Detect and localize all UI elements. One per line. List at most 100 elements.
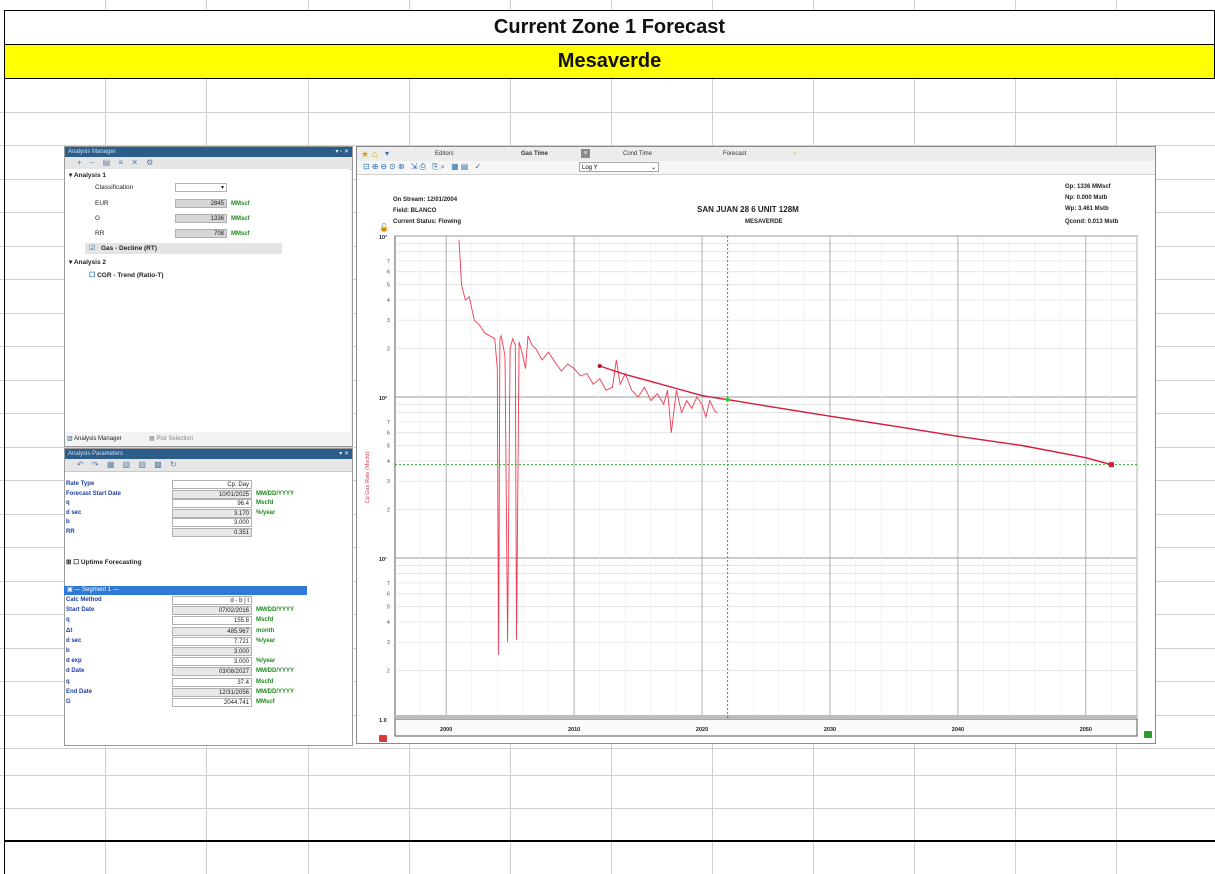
param-value[interactable]: 485.967 (172, 626, 252, 636)
panel-controls-icon[interactable]: ▾ ✕ (339, 451, 349, 457)
sheet-border (4, 79, 1215, 874)
analysis-parameters-toolbar[interactable]: ↶ ↷ ▦ ▧ ▨ ▩ ↻ (65, 459, 352, 472)
param-value[interactable]: 2044.741 (172, 698, 252, 707)
forecast-end-point (1108, 462, 1114, 468)
segment-header[interactable]: ▣ — Segment 1 — (64, 586, 307, 595)
panel-controls-icon[interactable]: ▾ ▫ ✕ (335, 149, 350, 155)
param-label: q (66, 617, 70, 624)
y-axis-label: Cp Gas Rate (Mscfd) (365, 452, 371, 504)
param-value[interactable]: 155.8 (172, 616, 252, 626)
param-value[interactable]: 07/02/2016 (172, 606, 252, 616)
tab-editors[interactable]: Editors (435, 151, 454, 157)
checkbox-checked-icon[interactable]: ☑ (89, 245, 96, 252)
param-unit: Mscfd (256, 617, 274, 624)
param-value[interactable]: 03/08/2027 (172, 667, 252, 677)
y-minor-tick-label: 5 (387, 604, 390, 610)
eur-unit: MMscf (231, 201, 250, 207)
y-minor-tick-label: 3 (387, 318, 390, 324)
chevron-down-icon[interactable]: ▾ (385, 149, 390, 158)
param-unit: MMscf (256, 699, 275, 705)
param-label: q (66, 500, 70, 506)
param-unit: MM/DD/YYYY (256, 607, 295, 614)
param-value[interactable]: 96.4 (172, 499, 252, 508)
param-value[interactable]: d - b | t (172, 596, 252, 605)
y-minor-tick-label: 6 (387, 270, 390, 276)
y-minor-tick-label: 4 (387, 620, 390, 626)
param-label: Forecast Start Date (66, 490, 122, 497)
close-tab-icon[interactable]: × (581, 149, 590, 158)
x-tick-label: 2050 (1080, 727, 1092, 733)
y-minor-tick-label: 6 (387, 431, 390, 437)
classification-select[interactable]: ▾ (175, 183, 227, 192)
lock-icon[interactable] (379, 735, 387, 742)
zoom-tools-icon[interactable]: ⊡⊕⊖⊙⊗ ⇲⎙ ⎘⌕ ▦▤ ✓ (363, 162, 484, 171)
grid-row-line (0, 145, 1215, 146)
cgr-label: CGR - Trend (Ratio-T) (97, 272, 164, 279)
x-axis-scrollbar (395, 715, 1137, 719)
production-chart[interactable]: 2 3 4 5 6 7 2 3 4 5 6 7 2 3 4 5 6 7 10³ 10² 10¹ 1.0 2000 2010 20… (357, 147, 1155, 745)
param-value[interactable]: 10/01/2025 (172, 489, 252, 499)
tab-forecast[interactable]: Forecast (723, 151, 747, 157)
grid-row-line (0, 808, 1215, 809)
y-minor-tick-label: 4 (387, 298, 390, 304)
plot-selection-tab-icon: ▦ (149, 436, 155, 442)
y-minor-tick-label: 7 (387, 420, 390, 426)
tab-cond-time[interactable]: Cond Time (623, 151, 653, 157)
checkbox-empty-icon[interactable]: ⊞ ☐ (66, 559, 80, 566)
checkbox-empty-icon[interactable]: ☐ (89, 272, 96, 279)
gas-decline-label: Gas - Decline (RT) (101, 245, 157, 252)
y-minor-tick-label: 2 (387, 669, 390, 675)
star-icon[interactable]: ★ (361, 149, 370, 159)
grid-row-line (0, 775, 1215, 776)
uptime-forecasting-row[interactable]: ⊞ ☐ Uptime Forecasting (66, 558, 142, 566)
cgr-row[interactable]: ☐ CGR - Trend (Ratio-T) (89, 271, 164, 279)
tab-analysis-manager[interactable]: ▥ Analysis Manager (67, 433, 122, 445)
param-value[interactable]: 7.721 (172, 636, 252, 646)
dropdown-arrow-icon: ▾ (220, 185, 224, 191)
param-value[interactable]: 3.170 (172, 508, 252, 518)
param-label: b (66, 648, 70, 654)
y-minor-tick-label: 2 (387, 347, 390, 353)
tab-plot-selection[interactable]: ▦ Plot Selection (149, 433, 193, 445)
home-icon[interactable]: ⌂ (372, 149, 378, 159)
param-value[interactable]: 37.4 (172, 677, 252, 687)
param-value[interactable]: 12/31/2056 (172, 687, 252, 697)
lock-open-icon[interactable] (1144, 731, 1152, 738)
forecast-series (599, 365, 1112, 466)
x-tick-label: 2010 (568, 727, 580, 733)
y-tick-label: 10³ (379, 234, 387, 241)
analysis2-node[interactable]: ▾ Analysis 2 (69, 259, 106, 266)
x-axis-band (394, 718, 1138, 737)
tab-gas-time[interactable]: Gas Time (521, 151, 548, 157)
eur-value: 2845 (175, 199, 227, 208)
analysis-manager-panel: Analysis Manager ▾ ▫ ✕ + – ▤ ≡ ✕ ⚙ ▾ Anal… (64, 146, 353, 447)
cum-np: Np: 0.000 Mstb (1065, 195, 1108, 201)
param-value[interactable]: 3.000 (172, 647, 252, 656)
y-minor-tick-label: 3 (387, 640, 390, 646)
grid-row-line (0, 748, 1215, 749)
param-value[interactable]: Cp. Day (172, 480, 252, 489)
gas-rate-series (458, 239, 718, 655)
gas-decline-row[interactable]: ☑ Gas - Decline (RT) (85, 243, 282, 254)
analysis1-node[interactable]: ▾ Analysis 1 (69, 172, 106, 179)
classification-label: Classification (95, 184, 134, 191)
y-minor-tick-label: 7 (387, 259, 390, 265)
formation-name: MESAVERDE (745, 219, 783, 225)
param-label: Δt (66, 627, 73, 634)
param-unit: %/year (256, 509, 276, 516)
status-text: Current Status: Flowing (393, 219, 461, 225)
chart-window: ★ ⌂ ▾ Editors Gas Time × Cond Time Forec… (356, 146, 1156, 744)
new-tab-icon[interactable]: ▫ (793, 149, 796, 158)
scale-select[interactable]: Log Y ⌄ (579, 162, 659, 172)
unlock-icon[interactable]: 🔓 (379, 223, 389, 232)
y-minor-tick-label: 2 (387, 508, 390, 514)
gp-label: G (95, 215, 101, 222)
param-value[interactable]: 3.000 (172, 657, 252, 667)
param-value[interactable]: 0.351 (172, 527, 252, 537)
y-minor-tick-label: 6 (387, 592, 390, 598)
param-value[interactable]: 3.000 (172, 518, 252, 527)
param-unit: MM/DD/YYYY (256, 490, 295, 497)
param-unit: MM/DD/YYYY (256, 688, 295, 695)
scale-select-value: Log Y (582, 165, 598, 171)
gp-value: 1336 (175, 214, 227, 223)
